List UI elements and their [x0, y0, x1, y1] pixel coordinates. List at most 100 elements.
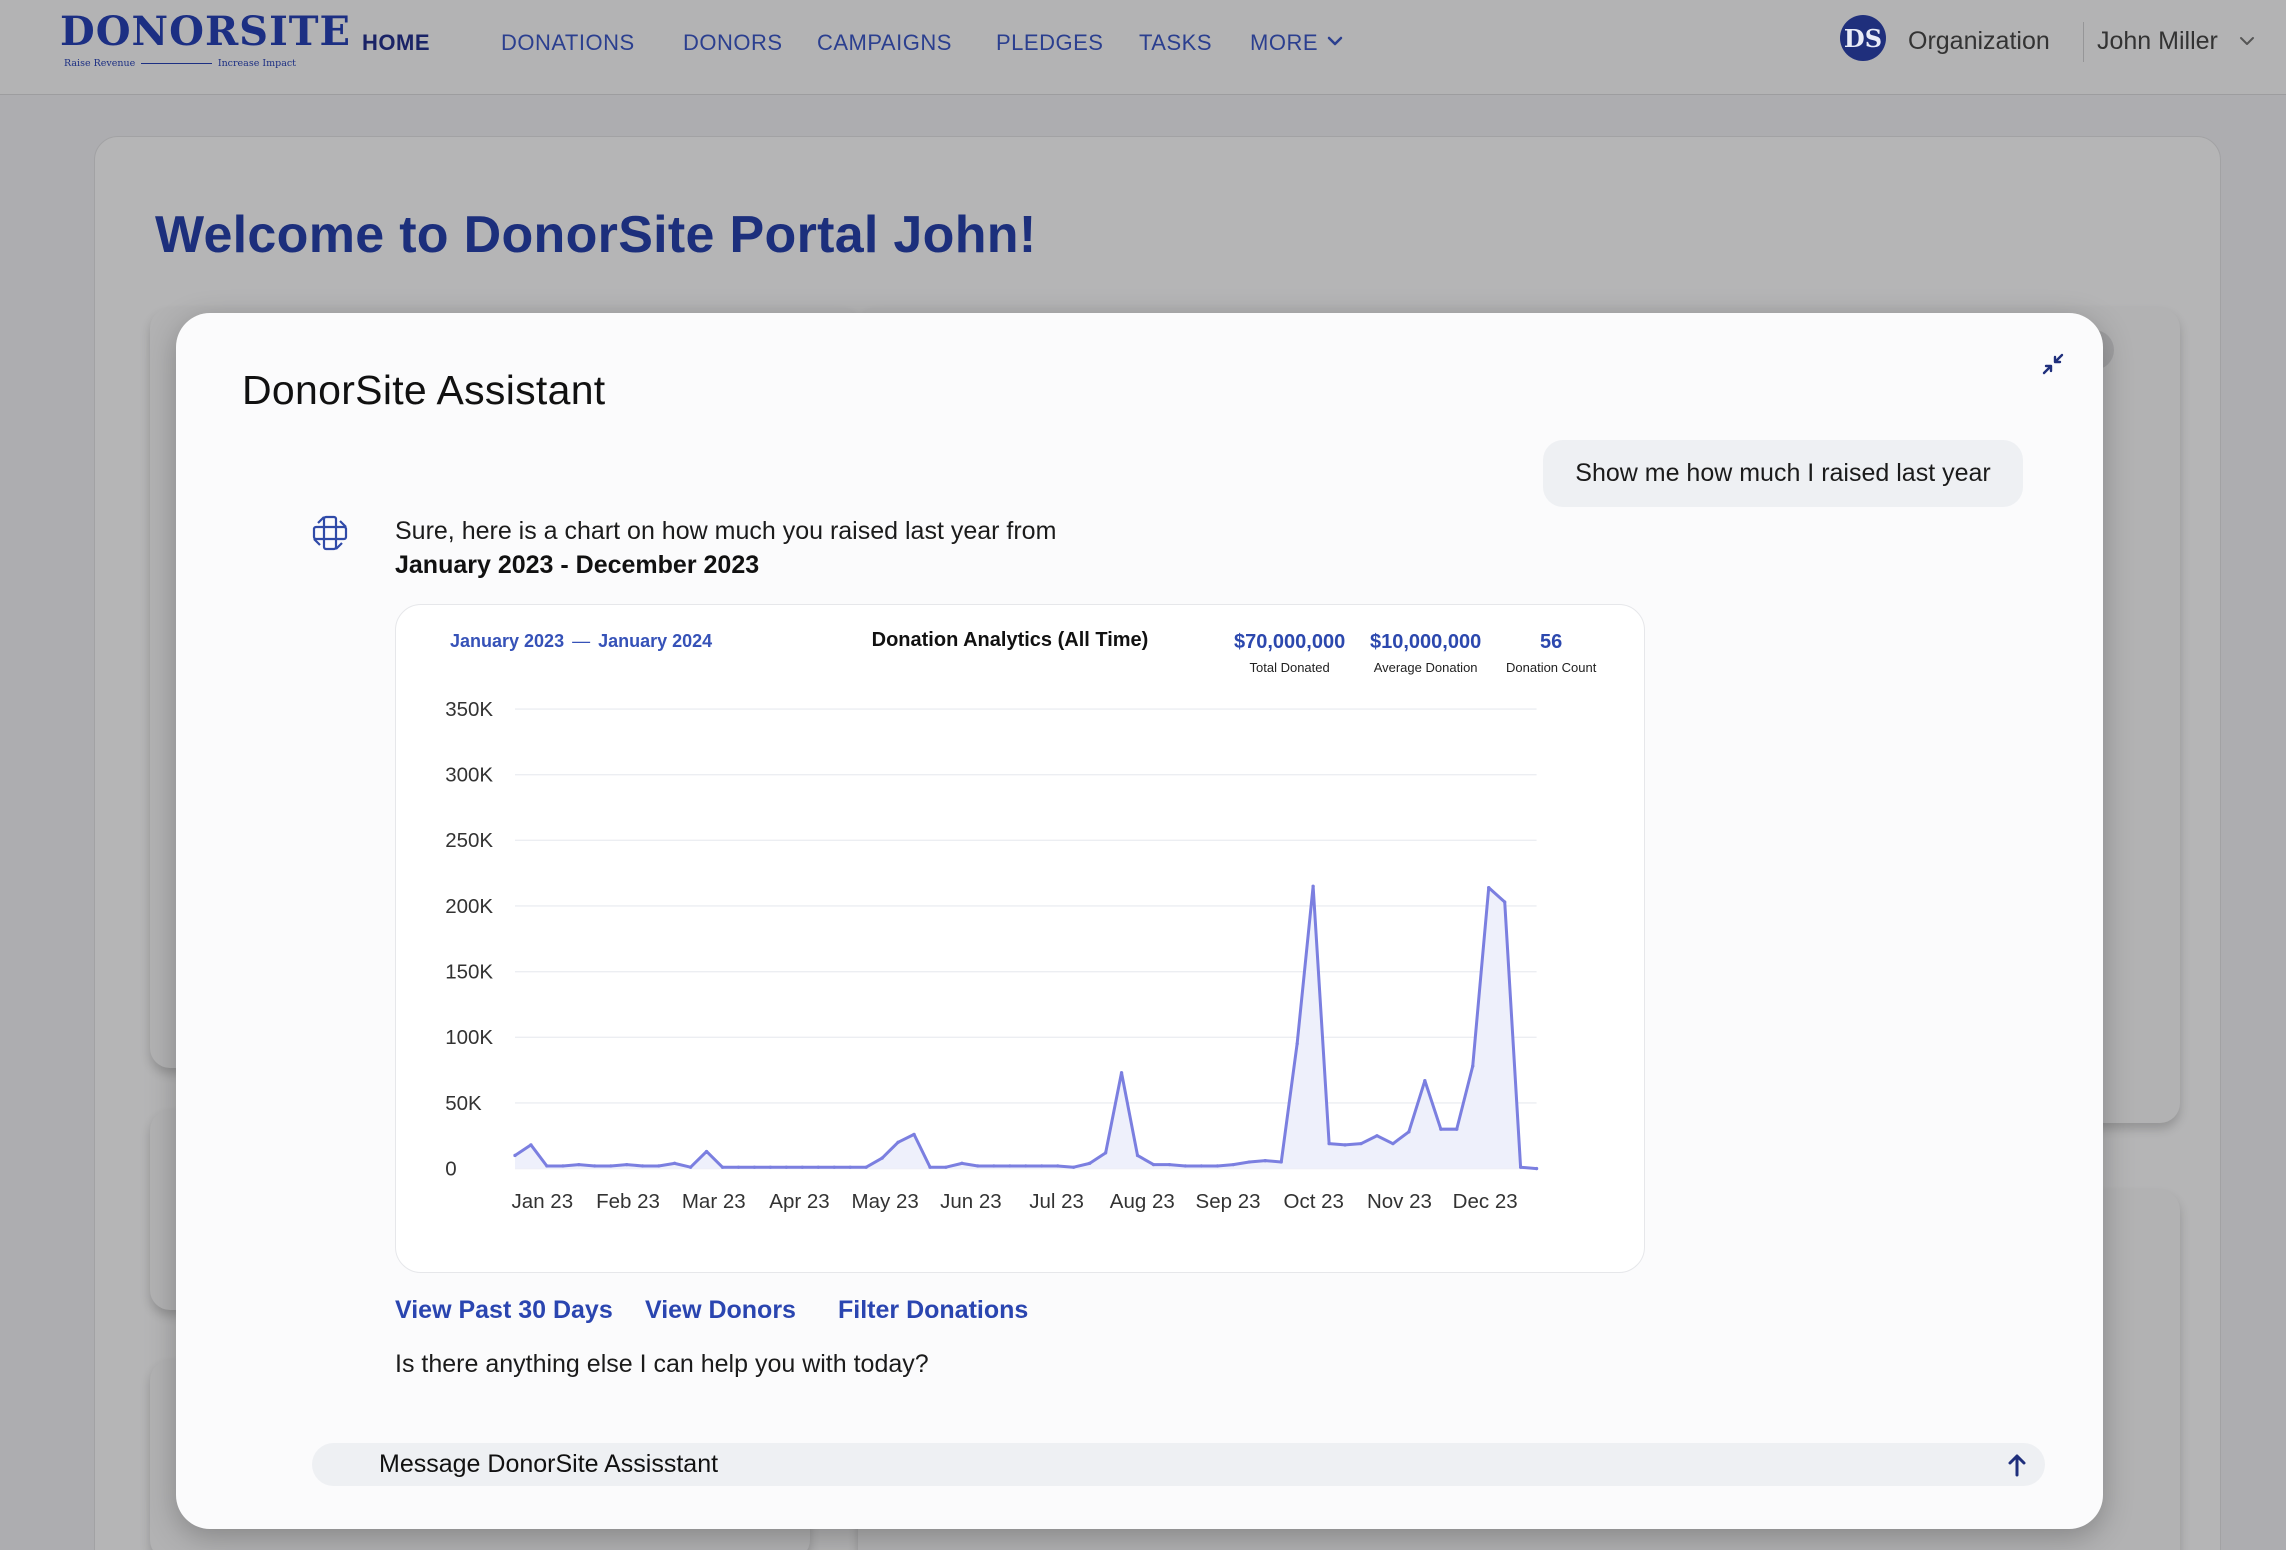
- y-tick-label: 100K: [445, 1026, 493, 1049]
- page-title: Welcome to DonorSite Portal John!: [155, 206, 1037, 264]
- data-point: [1183, 1164, 1188, 1168]
- data-point: [896, 1140, 900, 1144]
- data-point: [1407, 1130, 1411, 1134]
- message-input-container: [312, 1443, 2045, 1486]
- data-point: [1167, 1162, 1172, 1167]
- chevron-down-icon[interactable]: [2236, 30, 2258, 52]
- range-dash: —: [572, 631, 591, 651]
- data-point: [752, 1165, 757, 1169]
- tagline-rule: [141, 63, 212, 64]
- message-input[interactable]: [312, 1443, 2045, 1486]
- data-point: [513, 1153, 517, 1158]
- chart-date-range[interactable]: January 2023 — January 2024: [450, 631, 712, 652]
- nav-donors[interactable]: DONORS: [683, 30, 783, 55]
- user-menu[interactable]: John Miller: [2097, 27, 2218, 55]
- stat-label: Average Donation: [1373, 660, 1478, 675]
- organization-switcher[interactable]: Organization: [1908, 27, 2050, 55]
- y-tick-label: 50K: [445, 1092, 482, 1115]
- stat-label: Donation Count: [1506, 660, 1597, 675]
- organization-avatar[interactable]: DS: [1840, 15, 1886, 61]
- chart-title-wrap: Donation Analytics (All Time): [396, 629, 1644, 652]
- data-point: [593, 1164, 597, 1168]
- data-point: [1359, 1141, 1363, 1146]
- y-tick-label: 200K: [445, 895, 493, 918]
- y-tick-label: 300K: [445, 764, 493, 787]
- data-point: [976, 1164, 980, 1168]
- nav-campaigns[interactable]: CAMPAIGNS: [817, 30, 952, 55]
- data-point: [1040, 1164, 1044, 1168]
- donorsite-logo[interactable]: DONORSITE Raise Revenue Increase Impact: [60, 8, 352, 74]
- stat-donation-count: 56 Donation Count: [1506, 631, 1596, 675]
- x-tick-label: Jul 23: [1029, 1190, 1084, 1213]
- data-point: [1311, 884, 1315, 888]
- x-tick-label: Dec 23: [1453, 1190, 1518, 1213]
- view-donors-link[interactable]: View Donors: [645, 1296, 796, 1324]
- filter-donations-link[interactable]: Filter Donations: [838, 1296, 1029, 1324]
- data-point: [768, 1165, 773, 1169]
- tagline-right: Increase Impact: [217, 58, 296, 69]
- donation-chart-card: 0 50K 100K 150K 200K 250K 300K 350K Jan 23 Feb 23…: [395, 604, 1645, 1273]
- stat-label: Total Donated: [1249, 660, 1330, 675]
- data-point: [1103, 1151, 1108, 1155]
- stat-value: $70,000,000: [1234, 631, 1346, 653]
- data-point: [1151, 1162, 1156, 1167]
- data-point: [1024, 1164, 1028, 1168]
- nav-donations[interactable]: DONATIONS: [501, 30, 635, 55]
- data-point: [848, 1165, 852, 1169]
- data-point: [1279, 1160, 1283, 1164]
- nav-more[interactable]: MORE: [1250, 30, 1318, 55]
- x-tick-label: Jun 23: [940, 1190, 1002, 1213]
- chevron-down-icon[interactable]: [1324, 30, 1346, 52]
- data-point: [864, 1165, 868, 1169]
- data-point: [609, 1164, 613, 1168]
- assistant-modal: DonorSite Assistant Show me how much I r…: [176, 313, 2103, 1529]
- data-point: [561, 1164, 565, 1168]
- assistant-followup-text: Is there anything else I can help you wi…: [395, 1350, 929, 1378]
- stat-value: 56: [1540, 631, 1563, 653]
- chart-range-end: January 2024: [598, 631, 713, 651]
- nav-pledges[interactable]: PLEDGES: [996, 30, 1104, 55]
- x-tick-label: Oct 23: [1284, 1190, 1344, 1213]
- data-point: [720, 1165, 725, 1169]
- data-point: [1327, 1141, 1331, 1146]
- logo-tagline: Raise Revenue Increase Impact: [64, 58, 296, 69]
- data-point: [657, 1164, 661, 1168]
- nav-tasks[interactable]: TASKS: [1139, 30, 1213, 55]
- chart-title: Donation Analytics (All Time): [871, 629, 1149, 651]
- logo-wordmark: DONORSITE: [60, 8, 352, 55]
- data-point: [1375, 1134, 1379, 1138]
- stat-average-donation: $10,000,000 Average Donation: [1370, 631, 1481, 675]
- data-point: [1119, 1071, 1124, 1075]
- view-past-30-days-link[interactable]: View Past 30 Days: [395, 1296, 613, 1324]
- chart-range-start: January 2023: [450, 631, 565, 651]
- assistant-reply-text: Sure, here is a chart on how much you ra…: [395, 517, 1057, 545]
- nav-home[interactable]: HOME: [362, 30, 430, 55]
- data-point: [1087, 1161, 1092, 1165]
- y-tick-label: 150K: [445, 960, 493, 983]
- send-arrow-icon[interactable]: [2002, 1450, 2032, 1480]
- collapse-icon[interactable]: [2038, 349, 2068, 379]
- data-point: [1534, 1166, 1539, 1171]
- data-point: [816, 1165, 820, 1169]
- data-point: [1072, 1165, 1076, 1169]
- data-point: [1056, 1164, 1060, 1168]
- data-point: [1135, 1153, 1140, 1158]
- x-tick-label: Jan 23: [512, 1190, 574, 1213]
- x-tick-label: Feb 23: [596, 1190, 660, 1213]
- data-point: [1008, 1164, 1012, 1168]
- data-point: [688, 1165, 693, 1169]
- data-point: [1439, 1127, 1443, 1131]
- data-point: [1215, 1164, 1219, 1168]
- data-point: [880, 1156, 884, 1160]
- data-point: [577, 1162, 581, 1167]
- donation-area-chart: 0 50K 100K 150K 200K 250K 300K 350K Jan 23 Feb 23…: [445, 698, 1539, 1213]
- y-tick-label: 350K: [445, 698, 493, 721]
- user-message-text: Show me how much I raised last year: [1575, 459, 1991, 487]
- x-tick-label: Apr 23: [769, 1190, 829, 1213]
- data-point: [529, 1143, 533, 1147]
- nav-divider: [2083, 22, 2084, 62]
- data-point: [992, 1164, 996, 1168]
- x-tick-label: Nov 23: [1367, 1190, 1432, 1213]
- x-tick-label: Sep 23: [1196, 1190, 1261, 1213]
- data-point: [1231, 1162, 1235, 1167]
